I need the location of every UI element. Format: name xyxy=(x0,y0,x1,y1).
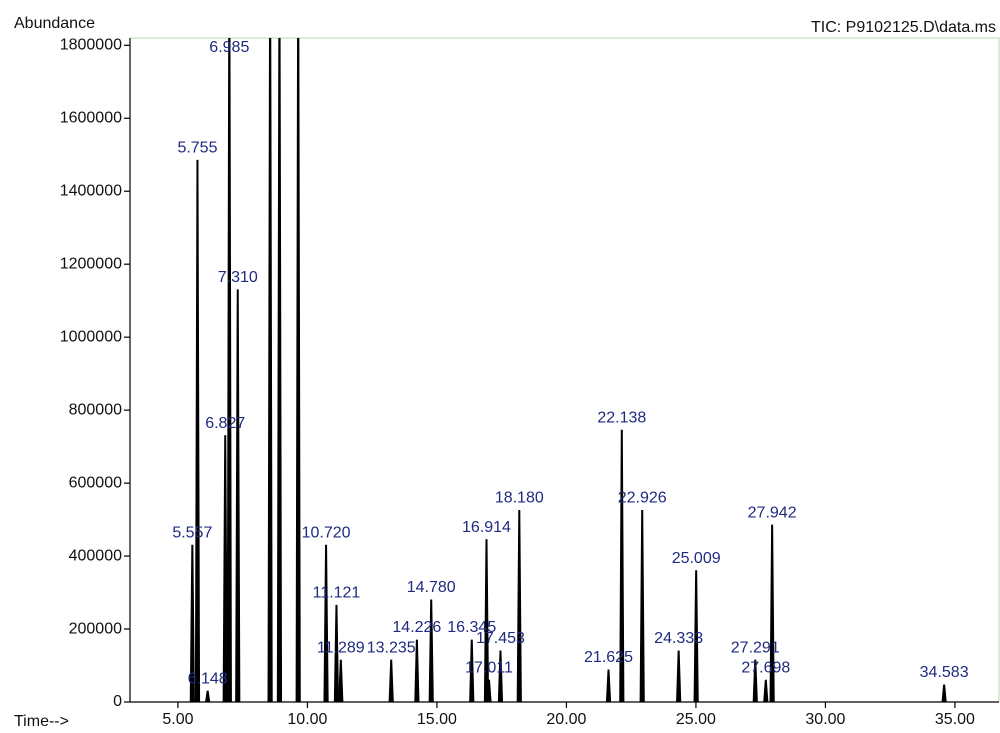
peak xyxy=(295,38,301,702)
peak xyxy=(497,650,504,702)
y-tick-label: 1800000 xyxy=(60,37,122,54)
peak-label: 27.942 xyxy=(748,504,797,521)
peak-label: 14.780 xyxy=(407,579,456,596)
peak xyxy=(763,679,769,702)
peak-label: 27.698 xyxy=(741,659,790,676)
peak-label: 13.235 xyxy=(367,639,416,656)
y-tick-label: 200000 xyxy=(69,620,122,637)
peak-label: 18.180 xyxy=(495,490,544,507)
y-tick-label: 400000 xyxy=(69,547,122,564)
peak xyxy=(226,38,232,702)
peak-label: 17.453 xyxy=(476,630,525,647)
y-tick-label: 0 xyxy=(113,693,122,710)
peak xyxy=(428,599,434,702)
peak xyxy=(605,669,612,702)
y-tick-label: 1600000 xyxy=(60,109,122,126)
y-tick-label: 1200000 xyxy=(60,255,122,272)
peak xyxy=(205,690,211,702)
x-tick-label: 35.00 xyxy=(935,711,975,728)
peak xyxy=(388,659,394,702)
x-tick-label: 5.00 xyxy=(162,711,193,728)
peak-label: 11.121 xyxy=(313,585,361,602)
peak-label: 14.226 xyxy=(392,619,441,636)
peak xyxy=(676,650,682,702)
peak-label: 7.310 xyxy=(218,269,258,286)
x-tick-label: 30.00 xyxy=(805,711,845,728)
y-tick-label: 1400000 xyxy=(60,182,122,199)
y-axis-label: Abundance xyxy=(14,15,95,32)
peak xyxy=(235,289,241,702)
peak-label: 34.583 xyxy=(920,664,969,681)
x-axis-label: Time--> xyxy=(14,713,69,730)
peak xyxy=(323,544,329,702)
peak xyxy=(483,539,490,702)
peak-label: 16.345 xyxy=(447,619,496,636)
peak xyxy=(338,659,344,702)
peak xyxy=(189,544,195,702)
y-tick-label: 600000 xyxy=(69,474,122,491)
chart-title: TIC: P9102125.D\data.ms xyxy=(811,19,996,36)
peak-label: 27.291 xyxy=(731,639,780,656)
peak-label: 22.138 xyxy=(597,409,646,426)
peak xyxy=(752,659,758,702)
x-tick-label: 10.00 xyxy=(287,711,327,728)
x-tick-label: 20.00 xyxy=(546,711,586,728)
peak xyxy=(469,639,475,702)
peak-label: 22.926 xyxy=(618,490,667,507)
peak xyxy=(769,524,775,702)
peak xyxy=(222,435,228,702)
peak-label: 6.827 xyxy=(205,415,245,432)
peak xyxy=(516,510,522,702)
peak-label: 17.011 xyxy=(465,659,513,676)
peak-label: 11.289 xyxy=(317,639,365,656)
peak-label: 24.333 xyxy=(654,630,703,647)
peak-label: 5.755 xyxy=(177,139,217,156)
peak-label: 25.009 xyxy=(672,550,721,567)
peak xyxy=(639,510,645,702)
peak xyxy=(693,570,699,702)
peak-label: 6.148 xyxy=(188,670,228,687)
peak xyxy=(267,38,273,702)
peak-label: 21.625 xyxy=(584,649,633,666)
x-tick-label: 15.00 xyxy=(417,711,457,728)
peaks xyxy=(189,38,947,702)
peak-label: 6.985 xyxy=(209,39,249,56)
y-tick-label: 800000 xyxy=(69,401,122,418)
peak xyxy=(486,679,492,702)
peak xyxy=(941,684,947,702)
peak-label: 5.557 xyxy=(172,524,212,541)
x-tick-label: 25.00 xyxy=(676,711,716,728)
plot-frame xyxy=(129,37,1000,703)
peak xyxy=(414,639,420,702)
y-tick-label: 1000000 xyxy=(60,328,122,345)
peak xyxy=(276,38,283,702)
peak xyxy=(619,429,625,702)
peak xyxy=(333,604,340,702)
peak-label: 16.914 xyxy=(462,519,511,536)
peak xyxy=(194,159,201,702)
peak-label: 10.720 xyxy=(302,524,351,541)
